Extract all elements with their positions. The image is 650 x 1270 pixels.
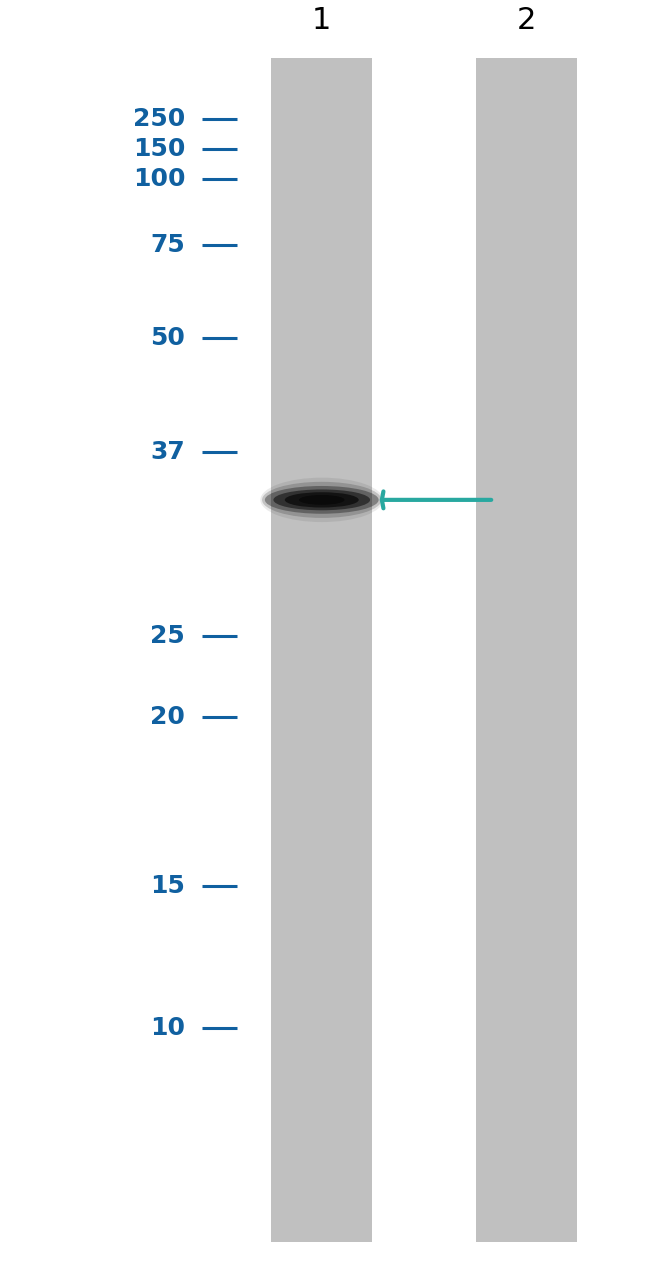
Ellipse shape bbox=[299, 495, 344, 504]
Text: 75: 75 bbox=[151, 232, 185, 257]
Text: 10: 10 bbox=[150, 1016, 185, 1040]
Bar bbox=[272, 58, 372, 1242]
Ellipse shape bbox=[285, 493, 359, 508]
Bar bbox=[476, 58, 577, 1242]
Text: 20: 20 bbox=[150, 705, 185, 729]
Text: 100: 100 bbox=[133, 168, 185, 192]
Ellipse shape bbox=[260, 478, 384, 522]
Text: 15: 15 bbox=[150, 874, 185, 898]
Text: 150: 150 bbox=[133, 137, 185, 161]
Text: 50: 50 bbox=[150, 326, 185, 351]
Text: 25: 25 bbox=[151, 625, 185, 648]
Text: 2: 2 bbox=[517, 6, 536, 36]
Text: 250: 250 bbox=[133, 107, 185, 131]
Ellipse shape bbox=[274, 489, 370, 511]
Text: 37: 37 bbox=[151, 439, 185, 464]
Ellipse shape bbox=[265, 486, 378, 514]
Ellipse shape bbox=[262, 481, 382, 518]
Text: 1: 1 bbox=[312, 6, 332, 36]
